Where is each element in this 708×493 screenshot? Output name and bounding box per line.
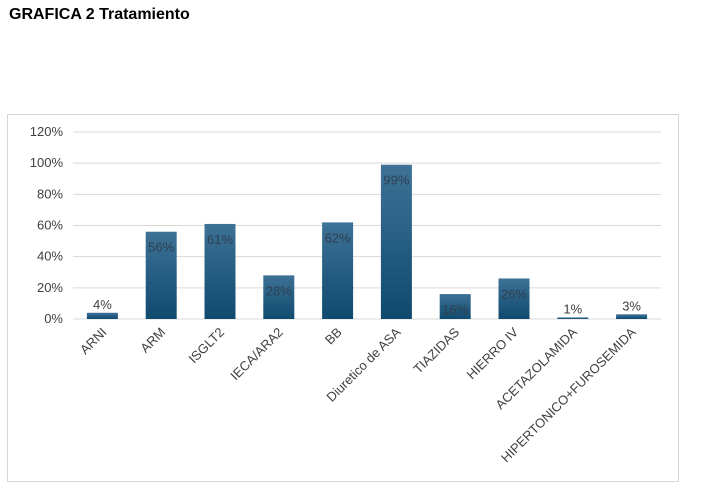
bar — [498, 278, 530, 319]
x-tick-label: TIAZIDAS — [410, 324, 462, 376]
y-tick-label: 80% — [37, 186, 63, 201]
bar — [380, 164, 412, 319]
bar — [86, 312, 118, 319]
chart-frame: 0% 20% 40% 60% 80% 100% 120% 4% 56% 61% 28% 62% 99%… — [7, 114, 679, 482]
data-label: 61% — [207, 232, 233, 247]
y-tick-label: 120% — [30, 124, 64, 139]
data-label: 16% — [442, 302, 468, 317]
bar — [557, 317, 589, 319]
y-tick-label: 20% — [37, 280, 63, 295]
y-tick-label: 60% — [37, 218, 63, 233]
bar — [145, 231, 177, 319]
data-label: 56% — [148, 240, 174, 255]
bar — [322, 222, 354, 319]
bars — [86, 164, 648, 319]
x-tick-label: ARNI — [77, 325, 110, 358]
bar — [616, 314, 648, 319]
data-label: 3% — [622, 298, 641, 313]
x-tick-label: ARM — [137, 325, 168, 356]
page-title: GRAFICA 2 Tratamiento — [9, 6, 190, 23]
bar — [439, 294, 471, 319]
x-tick-label: IECA/ARA2 — [227, 325, 286, 384]
data-label: 28% — [266, 283, 292, 298]
y-tick-label: 100% — [30, 155, 64, 170]
x-tick-label: ISGLT2 — [186, 325, 228, 367]
x-tick-label: HIERRO IV — [464, 324, 522, 382]
bar-chart: 0% 20% 40% 60% 80% 100% 120% 4% 56% 61% 28% 62% 99%… — [30, 124, 661, 465]
data-label: 4% — [93, 297, 112, 312]
data-labels: 4% 56% 61% 28% 62% 99% 16% 26% 1% 3% — [93, 173, 641, 317]
bar — [263, 275, 295, 319]
data-label: 99% — [383, 173, 409, 188]
data-label: 26% — [501, 286, 527, 301]
y-tick-label: 0% — [44, 311, 63, 326]
y-axis: 0% 20% 40% 60% 80% 100% 120% — [30, 124, 64, 326]
data-label: 62% — [325, 230, 351, 245]
x-tick-label: BB — [322, 325, 345, 348]
bar — [204, 223, 236, 319]
data-label: 1% — [563, 301, 582, 316]
y-tick-label: 40% — [37, 249, 63, 264]
